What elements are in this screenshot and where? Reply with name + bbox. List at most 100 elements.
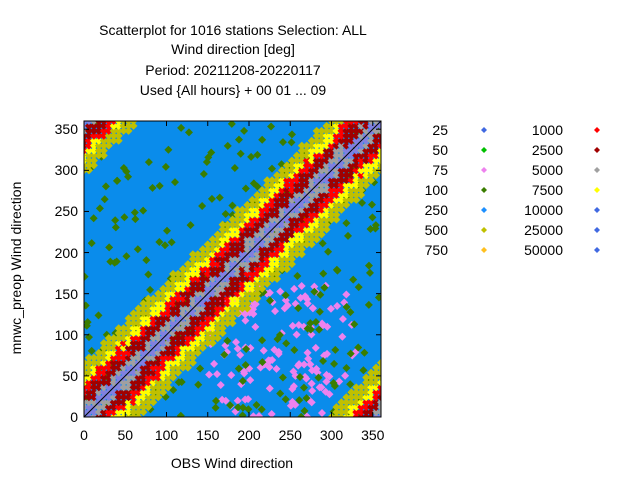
scatter-point [220,350,229,359]
scatter-point [292,151,301,160]
scatter-point [367,171,376,180]
scatter-point [243,215,252,224]
scatter-point [84,383,93,392]
scatter-point [282,230,291,239]
scatter-point [241,316,250,325]
scatter-point [282,200,291,209]
scatter-point [213,304,222,313]
scatter-point [312,215,321,224]
scatter-point [268,186,277,195]
scatter-point [89,363,98,372]
scatter-point [364,300,373,309]
scatter-point [253,255,262,264]
scatter-point [228,319,237,328]
scatter-point [134,324,143,333]
scatter-point [372,146,381,155]
legend-label: 25 [432,122,448,138]
scatter-point [292,171,301,180]
scatter-point [149,348,158,357]
scatter-point [240,367,249,376]
scatter-point [253,265,262,273]
scatter-point [208,250,217,259]
scatter-point [297,225,306,234]
scatter-point [198,284,207,293]
scatter-point [94,311,103,320]
scatter-point [139,358,148,367]
scatter-point [144,299,153,308]
scatter-point [223,141,232,150]
scatter-point [337,151,346,160]
scatter-point [248,240,257,249]
scatter-point [203,299,212,308]
scatter-point [357,156,366,165]
scatter-point [278,373,287,382]
scatter-point [253,200,262,209]
scatter-point [144,334,153,343]
scatter-point [357,161,366,170]
scatter-point [179,329,187,338]
scatter-point [179,353,187,362]
scatter-point [282,195,291,204]
scatter-point [290,346,299,355]
scatter-point [322,205,331,214]
scatter-point [119,398,128,407]
scatter-point [311,343,320,352]
scatter-point [188,348,197,357]
scatter-point [282,260,291,269]
scatter-point [134,353,143,362]
scatter-point [149,304,158,313]
x-tick-label: 250 [278,427,302,443]
scatter-point [251,322,260,331]
scatter-point [114,383,123,392]
scatter-point [119,378,128,387]
scatter-point [312,126,321,135]
scatter-point [198,314,207,323]
scatter-point [317,230,326,239]
scatter-point [149,373,158,382]
scatter-point [357,181,366,190]
legend-marker [594,227,600,233]
scatter-point [287,186,296,195]
scatter-point [253,250,262,259]
scatter-point [352,398,361,407]
scatter-point [307,151,316,160]
scatter-point [372,171,381,180]
scatter-point [297,186,306,195]
scatter-point [367,156,376,165]
scatter-point [218,230,227,239]
scatter-point [104,136,113,145]
scatter-point [362,388,371,397]
scatter-point [84,146,93,155]
scatter-point [129,378,138,387]
scatter-point [144,358,153,367]
scatter-point [297,181,306,190]
scatter-point [342,186,351,195]
scatter-point [357,126,366,135]
scatter-point [312,191,321,199]
scatter-point [203,284,212,293]
scatter-point [263,210,272,219]
scatter-point [124,353,133,362]
scatter-point [322,146,331,155]
scatter-point [234,364,243,373]
scatter-point [233,265,242,273]
scatter-point [124,324,133,333]
scatter-point [208,314,217,323]
scatter-point [287,225,296,234]
scatter-point [295,360,304,369]
scatter-point [232,338,241,347]
scatter-point [89,156,98,165]
scatter-point [332,265,341,274]
scatter-point [372,156,381,165]
scatter-point [367,131,376,140]
scatter-point [337,408,346,417]
scatter-point [317,151,326,160]
scatter-point [134,334,143,343]
scatter-point [253,210,262,219]
scatter-point [347,171,356,180]
scatter-point [253,195,262,204]
scatter-point [327,146,336,155]
scatter-point [104,393,113,402]
scatter-point [228,215,237,224]
scatter-point [273,186,282,195]
